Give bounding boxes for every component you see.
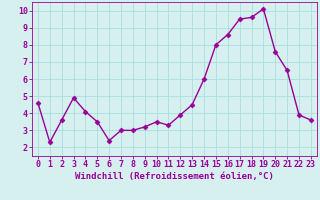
X-axis label: Windchill (Refroidissement éolien,°C): Windchill (Refroidissement éolien,°C) bbox=[75, 172, 274, 181]
